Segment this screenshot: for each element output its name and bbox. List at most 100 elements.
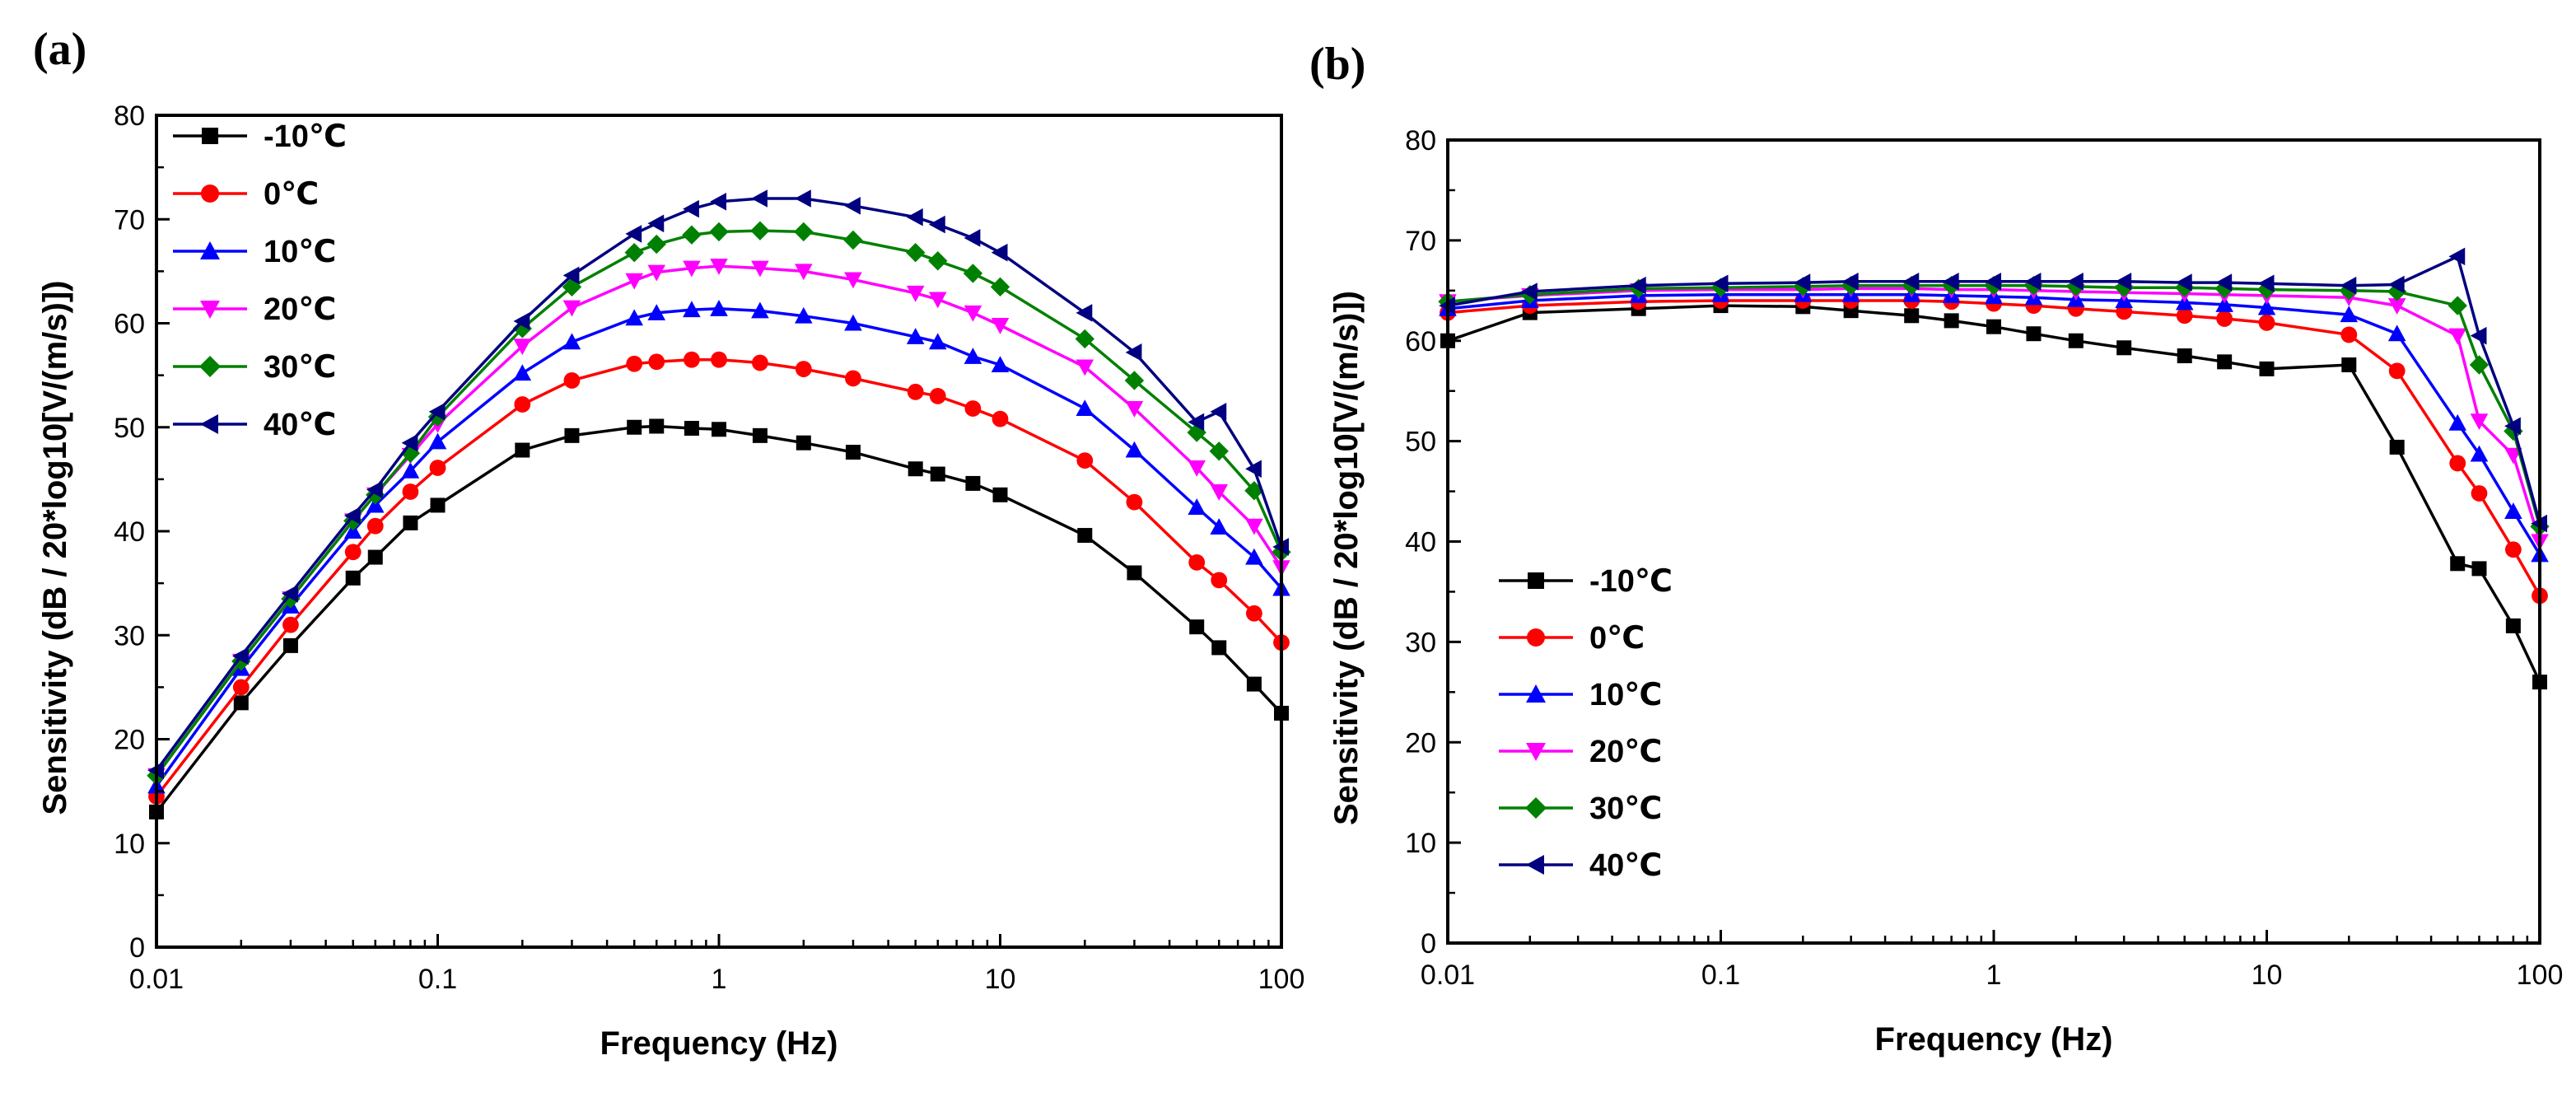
x-tick-label: 0.1	[418, 964, 457, 995]
data-point-a-0	[796, 435, 811, 451]
data-point-a-1	[752, 354, 768, 371]
data-point-a-4	[794, 222, 814, 242]
data-point-a-4	[990, 277, 1010, 297]
data-point-a-4	[646, 234, 666, 254]
y-tick-label: 70	[1405, 226, 1436, 257]
data-point-a-3	[710, 259, 728, 275]
series-line-a-2	[155, 307, 1283, 787]
legend-label: 40℃	[1589, 848, 1662, 883]
data-point-a-2	[906, 328, 925, 344]
legend-marker	[202, 128, 218, 144]
data-point-a-0	[564, 427, 580, 443]
data-point-a-4	[843, 230, 863, 250]
data-point-a-1	[711, 351, 727, 368]
data-point-b-0	[2341, 357, 2357, 372]
data-point-a-3	[1188, 460, 1206, 477]
data-point-b-4	[2469, 355, 2490, 375]
legend-label: 0℃	[264, 177, 319, 212]
data-point-a-3	[928, 292, 947, 309]
series-line-a-1	[155, 357, 1283, 797]
data-point-a-3	[1076, 359, 1094, 376]
legend-marker	[200, 414, 218, 434]
data-point-a-0	[345, 570, 361, 586]
data-point-a-2	[751, 301, 769, 319]
data-point-a-2	[625, 309, 643, 326]
data-point-a-1	[1246, 605, 1262, 622]
data-point-a-2	[1076, 399, 1094, 417]
data-point-a-5	[906, 208, 923, 226]
data-point-b-1	[2449, 455, 2466, 472]
legend-item-b-3: 20℃	[1499, 735, 1662, 769]
data-point-a-4	[905, 242, 926, 263]
x-tick-label: 0.01	[1421, 960, 1475, 991]
data-point-a-0	[403, 515, 418, 530]
x-tick-label: 100	[1258, 964, 1305, 995]
data-point-b-1	[2176, 307, 2193, 325]
data-point-b-5	[2340, 276, 2357, 295]
legend-label: 20℃	[264, 292, 336, 327]
data-point-a-0	[282, 637, 298, 653]
legend-marker	[1526, 684, 1546, 703]
data-point-a-0	[367, 549, 383, 565]
x-tick-label: 10	[2252, 960, 2283, 991]
legend-marker	[1528, 572, 1544, 589]
legend-item-a-0: -10℃	[173, 119, 347, 154]
data-point-a-0	[233, 695, 249, 711]
legend-marker	[199, 356, 221, 377]
data-point-a-5	[795, 189, 811, 208]
data-point-b-1	[2216, 311, 2233, 327]
data-point-a-2	[428, 432, 447, 450]
x-axis-title-a: Frequency (Hz)	[600, 1025, 838, 1062]
legend-marker	[1525, 797, 1547, 819]
series-a-0	[149, 418, 1289, 819]
data-point-a-5	[1076, 304, 1093, 322]
data-point-b-3	[2387, 298, 2406, 315]
series-line-a-3	[155, 264, 1283, 777]
data-point-b-0	[1986, 319, 2001, 334]
y-tick-label: 40	[1405, 527, 1436, 558]
legend-marker	[200, 241, 220, 259]
legend-label: 30℃	[264, 350, 336, 385]
y-tick-label: 10	[1405, 828, 1436, 859]
y-tick-label: 0	[1421, 928, 1436, 960]
data-point-a-0	[1211, 640, 1227, 656]
legend-label: 0℃	[1589, 621, 1645, 656]
data-point-a-1	[1126, 493, 1143, 511]
data-point-a-4	[928, 251, 948, 271]
data-point-a-1	[992, 410, 1009, 427]
data-point-a-0	[752, 427, 768, 443]
data-point-a-1	[563, 372, 581, 389]
legend-item-b-1: 0℃	[1499, 621, 1645, 656]
data-point-b-5	[1629, 276, 1646, 295]
y-tick-label: 30	[1405, 627, 1436, 658]
data-point-b-5	[2470, 326, 2487, 345]
series-line-b-1	[1447, 299, 2541, 597]
series-b-5	[1439, 247, 2547, 533]
data-point-a-0	[1189, 619, 1205, 635]
data-point-a-5	[928, 215, 945, 234]
legend-item-a-3: 20℃	[173, 292, 336, 327]
data-point-b-5	[1794, 273, 1811, 292]
legend-item-a-1: 0℃	[173, 177, 319, 212]
data-point-a-1	[626, 355, 643, 372]
data-point-a-2	[928, 333, 947, 350]
data-point-a-1	[1076, 452, 1094, 469]
data-point-a-0	[627, 419, 642, 435]
data-point-a-4	[963, 264, 983, 283]
data-point-b-5	[1902, 273, 1920, 291]
data-point-b-2	[2215, 296, 2233, 312]
data-point-a-3	[513, 339, 532, 356]
data-point-a-4	[1124, 371, 1145, 390]
data-point-a-5	[428, 403, 446, 421]
data-point-a-1	[402, 483, 419, 500]
data-point-a-1	[964, 400, 982, 417]
data-point-a-5	[1188, 413, 1205, 432]
data-point-a-5	[343, 507, 361, 525]
data-point-a-1	[232, 679, 250, 696]
data-point-a-3	[562, 300, 581, 317]
data-point-a-0	[515, 442, 530, 458]
data-point-a-5	[647, 214, 665, 233]
legend-item-b-5: 40℃	[1499, 848, 1662, 883]
legend-a: -10℃ 0℃ 10℃ 20℃ 30℃ 40℃	[173, 119, 347, 442]
data-point-a-1	[429, 460, 446, 476]
